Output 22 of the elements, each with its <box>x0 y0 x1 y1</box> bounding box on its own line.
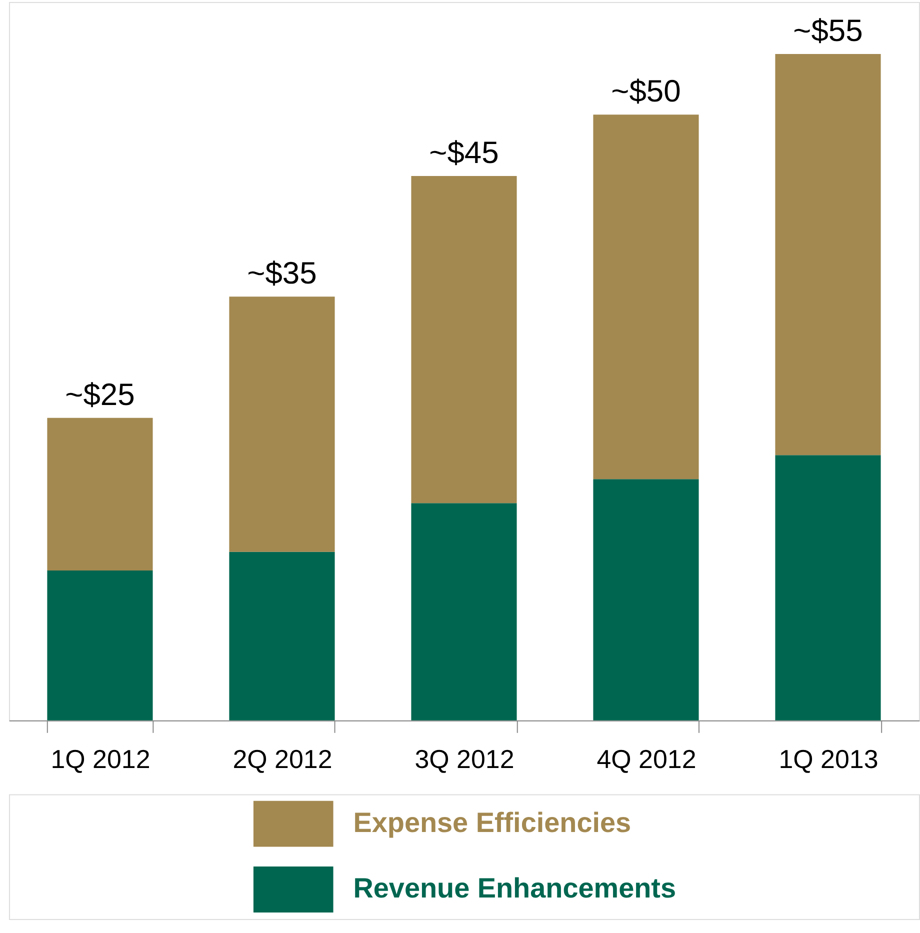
bar <box>47 570 153 720</box>
bar <box>775 54 881 456</box>
bar <box>593 479 699 720</box>
annotation: ~$55 <box>793 13 863 48</box>
legend-label: Expense Efficiencies <box>353 806 632 838</box>
bar <box>593 114 699 480</box>
annotation: ~$35 <box>247 256 317 291</box>
x-tick-label: 4Q 2012 <box>596 746 696 774</box>
x-tick-label: 3Q 2012 <box>414 746 514 774</box>
bar <box>47 418 153 570</box>
bar <box>411 503 517 720</box>
annotation: ~$50 <box>611 74 681 109</box>
bar <box>229 552 335 720</box>
annotation: ~$45 <box>429 134 499 170</box>
x-tick-label: 1Q 2012 <box>50 746 150 774</box>
x-tick-label: 1Q 2013 <box>778 746 878 774</box>
legend-label: Revenue Enhancements <box>353 872 676 904</box>
bar <box>411 176 517 504</box>
bar <box>229 296 335 552</box>
x-tick-label: 2Q 2012 <box>232 746 332 774</box>
bar <box>775 455 881 720</box>
annotation: ~$25 <box>65 376 135 412</box>
